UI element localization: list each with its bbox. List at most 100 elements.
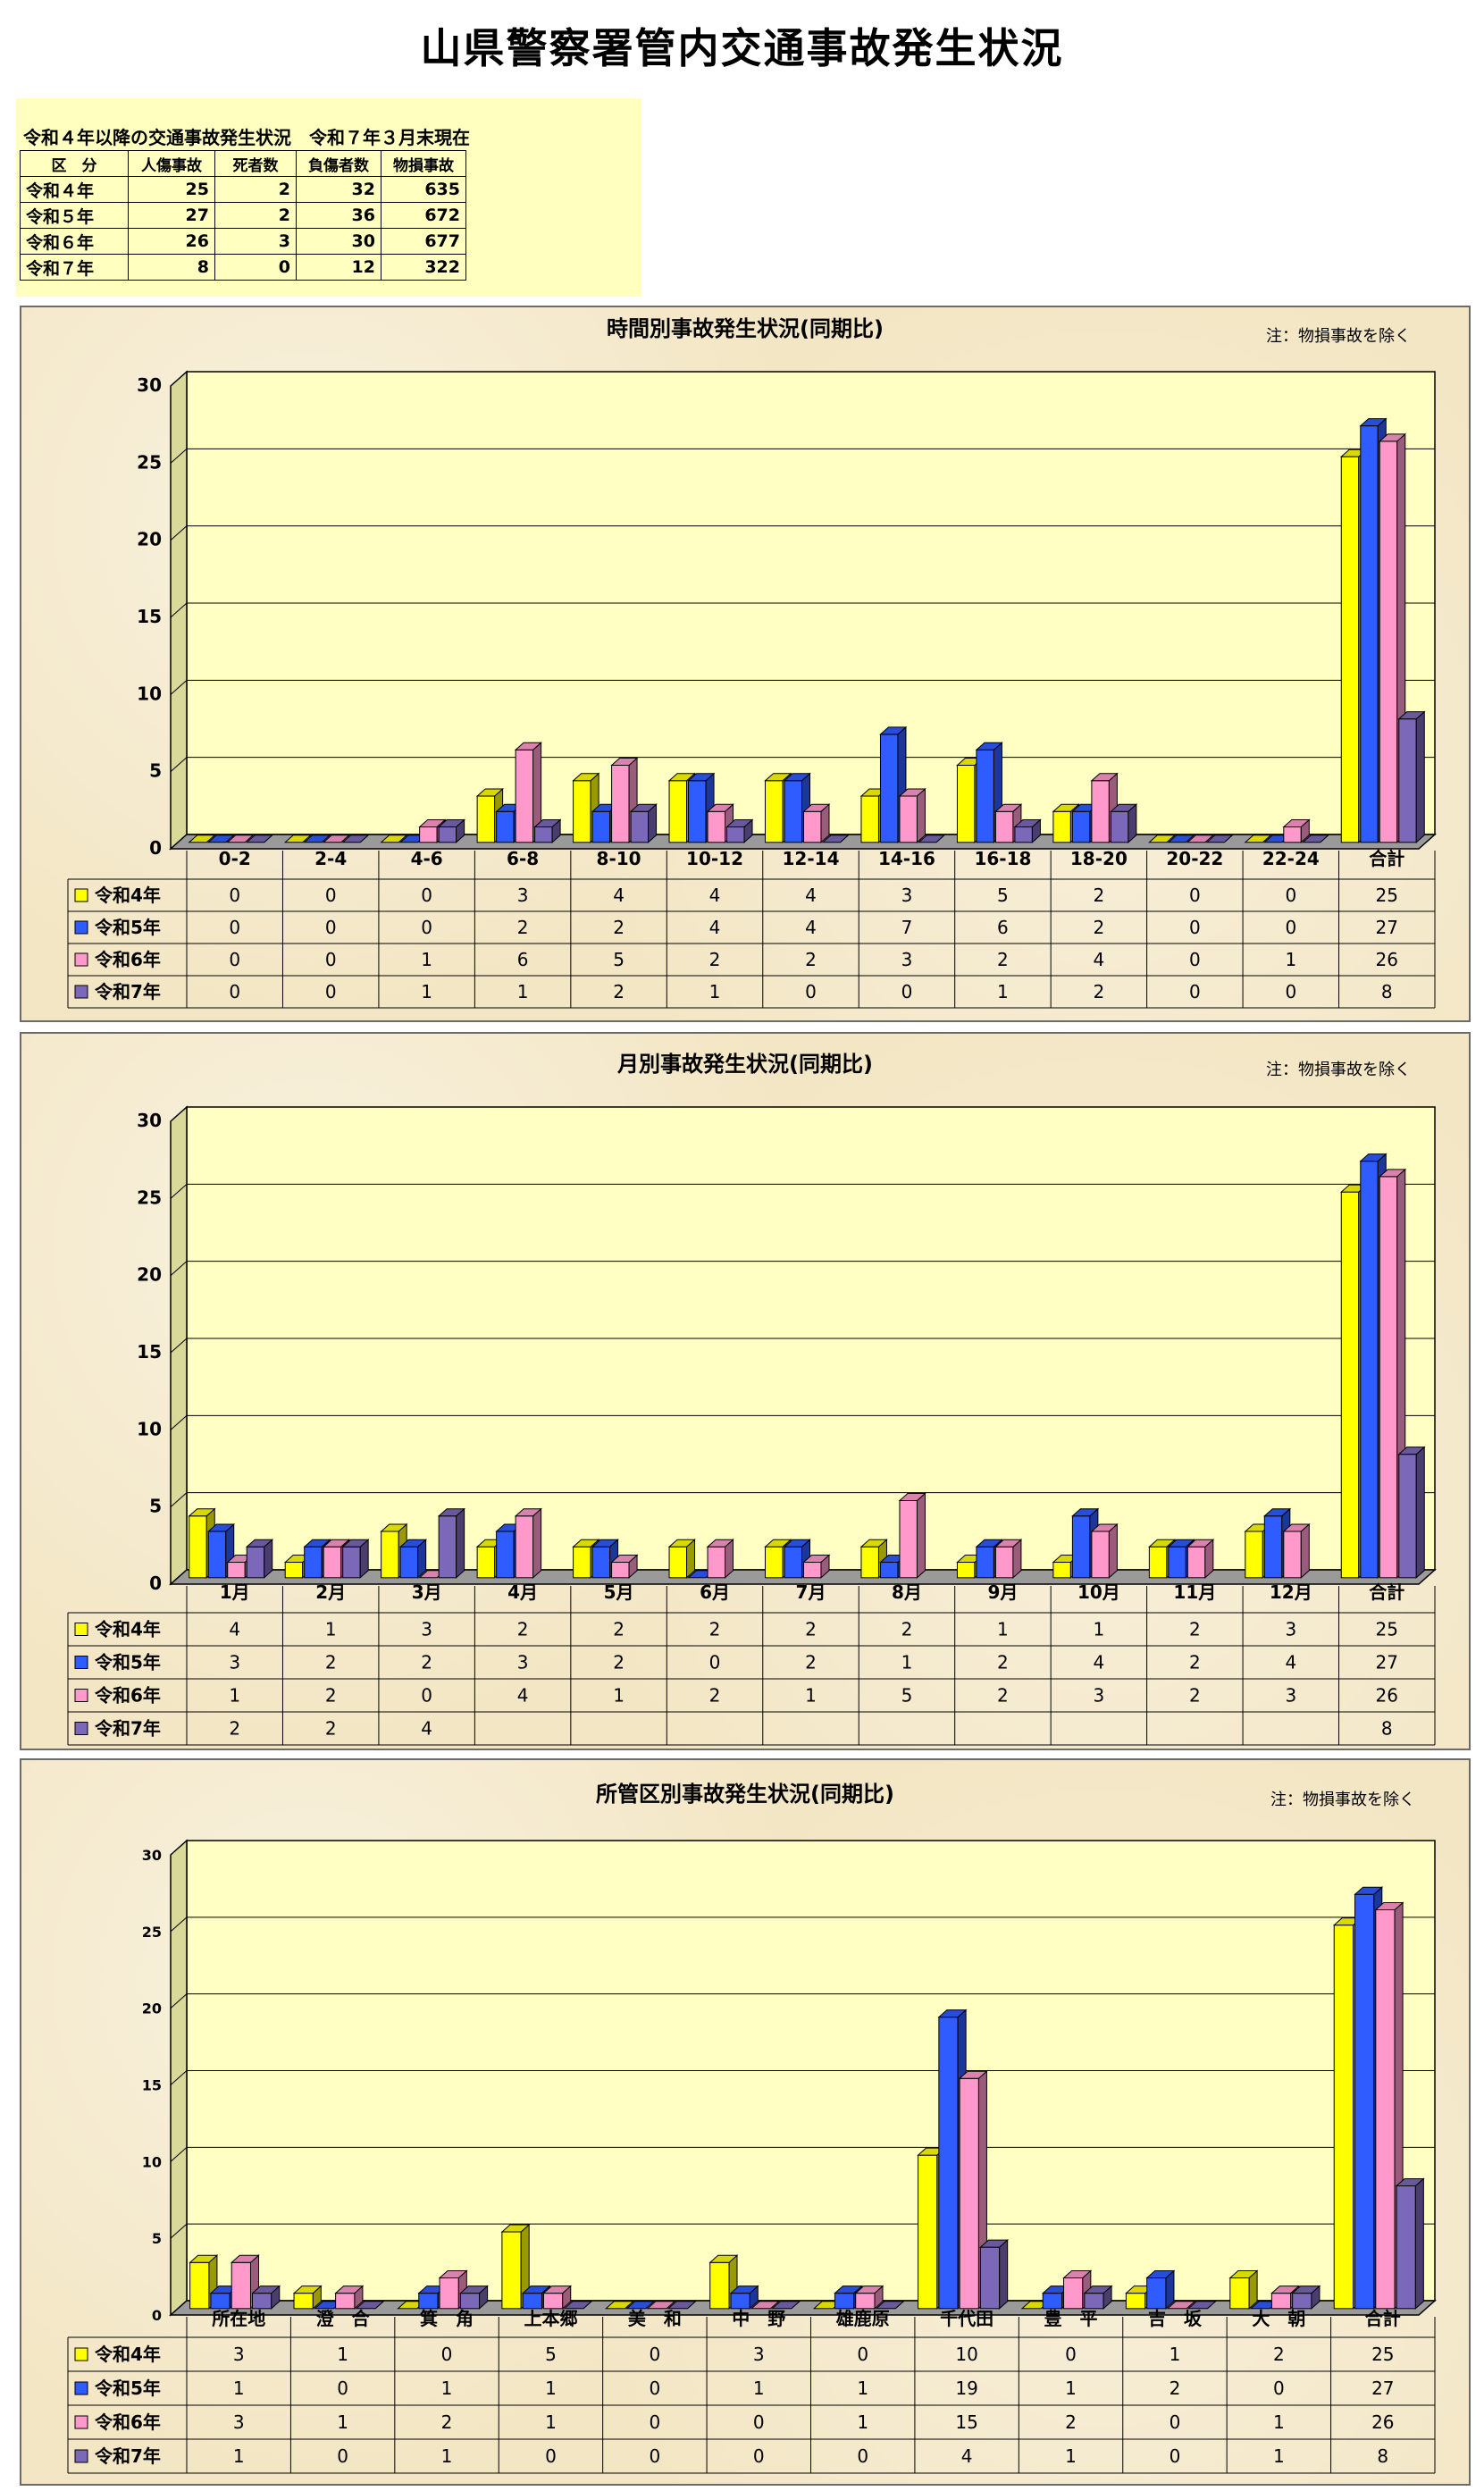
bar-4: [1205, 835, 1234, 843]
table-cell-value: 1: [229, 1685, 240, 1707]
x-category-label: 4-6: [411, 848, 443, 869]
table-cell-value: 1: [1285, 949, 1296, 970]
bar-top: [355, 2301, 385, 2310]
table-cell-value: 1: [233, 2378, 245, 2399]
bar-top: [1395, 2177, 1425, 2186]
bar-top: [1205, 835, 1234, 843]
legend-label: 令和7年: [95, 2445, 161, 2467]
bar-2: [206, 835, 236, 843]
table-cell-value: 1: [517, 981, 529, 1002]
table-cell-value: 0: [650, 2378, 661, 2399]
bar-top: [875, 2301, 905, 2310]
table-cell-value: 2: [805, 1619, 817, 1640]
bar-side: [916, 787, 926, 843]
y-tick-label: 20: [142, 2000, 162, 2017]
bar-front: [515, 749, 534, 843]
table-cell-value: 1: [997, 981, 1009, 1002]
bar-front: [323, 1546, 342, 1579]
table-cell-value: 2: [421, 1652, 432, 1673]
bar-front: [860, 1546, 879, 1579]
bar-top: [1291, 2286, 1321, 2294]
bar-3: [898, 787, 926, 843]
bar-4: [1186, 2301, 1217, 2310]
x-category-label: 9月: [987, 1581, 1018, 1603]
table-cell-value: 0: [857, 2445, 868, 2467]
summary-cell: 27: [128, 202, 215, 229]
table-cell-value: 26: [1376, 949, 1398, 970]
x-category-label: 8月: [892, 1581, 922, 1603]
bar-top: [604, 2301, 634, 2310]
bar-top: [1148, 835, 1177, 843]
table-cell-value: 1: [753, 2378, 765, 2399]
bar-top: [1244, 835, 1272, 843]
summary-header-cell: 人傷事故: [128, 150, 215, 177]
table-cell-value: 1: [1094, 1619, 1105, 1640]
bar-top: [1378, 433, 1407, 442]
bar-front: [591, 1546, 611, 1579]
bar-top: [802, 803, 831, 812]
table-cell-value: 1: [901, 1652, 913, 1673]
bar-4: [1291, 2285, 1321, 2310]
table-cell-value: 1: [337, 2411, 348, 2433]
gridline-side: [170, 2146, 188, 2162]
y-tick-label: 15: [137, 606, 162, 627]
bar-front: [251, 2293, 272, 2310]
bar-top: [245, 1539, 274, 1547]
bar-top: [1186, 1539, 1215, 1547]
bar-top: [226, 835, 255, 843]
table-cell-value: 0: [650, 2411, 661, 2433]
table-cell-value: 1: [1065, 2378, 1077, 2399]
table-cell-value: 2: [1189, 1685, 1201, 1707]
x-category-label: 16-18: [974, 848, 1031, 869]
bar-top: [206, 1523, 236, 1532]
bar-front: [918, 2154, 938, 2310]
table-cell-value: 2: [901, 1619, 913, 1640]
x-category-label: 合計: [1369, 848, 1404, 869]
gridline-side: [170, 602, 188, 618]
bar-top: [188, 835, 216, 843]
chart-title: 時間別事故発生状況(同期比): [607, 316, 884, 341]
bar-top: [438, 2269, 468, 2278]
bar-top: [802, 1555, 831, 1564]
table-cell-value: 0: [229, 949, 240, 970]
bar-top: [572, 1539, 600, 1547]
bar-top: [1354, 1886, 1384, 1895]
bar-top: [322, 1539, 350, 1547]
bar-front: [899, 1499, 918, 1579]
table-cell-value: 1: [545, 2378, 557, 2399]
table-cell-value: 15: [955, 2411, 977, 2433]
bar-1: [604, 2301, 634, 2310]
bar-2: [398, 1539, 427, 1579]
legend-label: 令和4年: [95, 1619, 161, 1640]
bar-top: [1359, 1153, 1388, 1162]
bar-front: [979, 2246, 1001, 2310]
table-cell-value: 4: [805, 885, 817, 906]
bar-front: [730, 2293, 750, 2310]
table-cell-value: 0: [1189, 917, 1201, 938]
bar-3: [1166, 2301, 1196, 2310]
table-cell-value: 2: [613, 1619, 625, 1640]
x-category-label: 箕 角: [420, 2308, 474, 2329]
legend-swatch: [74, 1689, 88, 1702]
table-cell-value: 1: [421, 981, 432, 1002]
y-tick-label: 25: [137, 451, 162, 473]
summary-row: 令和５年 27 2 36 672: [20, 202, 466, 229]
bar-top: [418, 819, 447, 828]
legend-label: 令和6年: [95, 1685, 161, 1707]
table-cell-value: 3: [229, 1652, 240, 1673]
table-cell-value: 2: [1170, 2378, 1181, 2399]
table-cell-value: 0: [337, 2378, 348, 2399]
y-tick-label: 0: [152, 2307, 162, 2324]
table-cell-value: 0: [337, 2445, 348, 2467]
table-cell-value: 0: [1170, 2411, 1181, 2433]
gridline-side: [170, 2070, 188, 2085]
bar-front: [496, 1531, 515, 1579]
y-tick-label: 20: [137, 1264, 162, 1286]
bar-front: [1186, 1546, 1206, 1579]
bar-3: [610, 1554, 639, 1579]
table-cell-value: 2: [1189, 1619, 1201, 1640]
bar-top: [994, 803, 1023, 812]
bar-top: [322, 835, 350, 843]
bar-front: [246, 1546, 265, 1579]
bar-front: [765, 1546, 784, 1579]
